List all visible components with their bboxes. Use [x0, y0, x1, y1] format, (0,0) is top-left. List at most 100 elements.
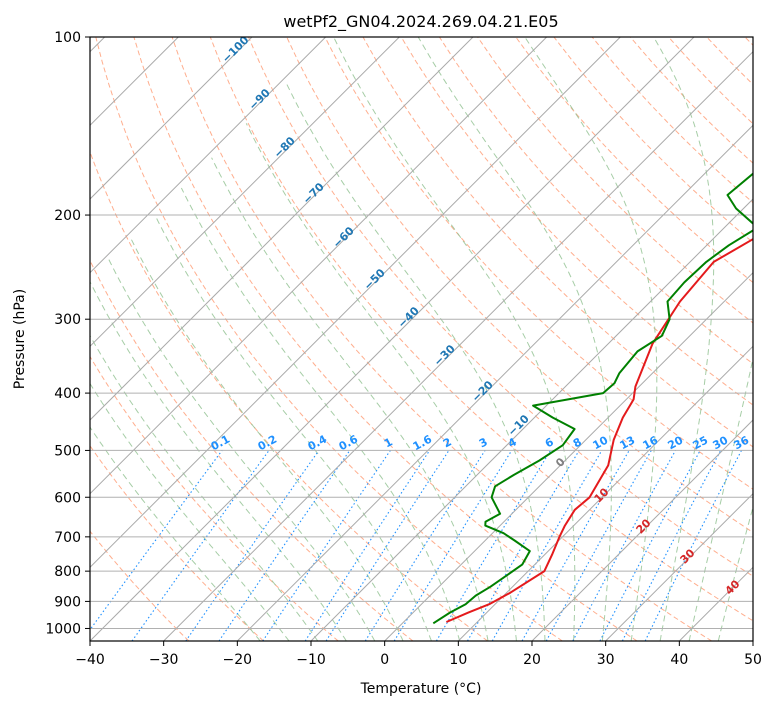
isotherm-label: −20 [469, 378, 496, 405]
mixing-ratio-label: 36 [732, 433, 752, 452]
mixing-ratio-line [521, 450, 630, 641]
dry-adiabat [133, 37, 638, 641]
background-lines [90, 37, 753, 641]
mixing-ratio-label: 13 [618, 434, 638, 453]
moist-adiabat [717, 505, 753, 641]
isotherm-line [90, 37, 695, 641]
isotherm-line [752, 640, 753, 641]
mixing-ratio-label: 3 [477, 435, 490, 450]
moist-adiabat-label: 20 [634, 516, 654, 536]
mixing-ratio-label: 10 [591, 433, 611, 452]
x-tick-label: 40 [670, 652, 688, 668]
dry-adiabat [90, 355, 339, 641]
isotherm-line [457, 345, 753, 641]
dry-adiabat [324, 37, 753, 490]
moist-adiabat [286, 83, 546, 641]
mixing-ratio-label: 25 [691, 434, 711, 453]
moist-adiabat [688, 355, 753, 641]
mixing-ratio-line [572, 450, 676, 641]
moist-adiabat [90, 334, 319, 641]
moist-adiabat [90, 426, 261, 641]
mixing-ratio-line [621, 450, 722, 641]
y-tick-label: 900 [54, 594, 81, 610]
dry-adiabat [286, 37, 753, 534]
y-tick-label: 300 [54, 312, 81, 328]
dry-adiabat [438, 37, 753, 365]
y-tick-label: 400 [54, 386, 81, 402]
y-tick-label: 1000 [45, 621, 81, 637]
isotherm-label: −70 [300, 180, 327, 207]
isotherm-line [90, 37, 621, 569]
isotherm-label: −100 [220, 33, 252, 65]
moist-adiabat-label: 30 [678, 546, 698, 566]
mixing-ratio-label: 1 [382, 435, 395, 450]
isotherm-line [384, 271, 753, 641]
mixing-ratio-line [185, 450, 320, 641]
isotherm-line [310, 198, 753, 641]
isotherm-label: −10 [505, 412, 532, 439]
dry-adiabat [515, 37, 753, 284]
x-tick-label: 0 [380, 652, 389, 668]
isotherm-line [90, 37, 474, 421]
isotherm-line [236, 124, 753, 641]
isotherm-line [90, 37, 253, 200]
moist-adiabat [653, 37, 715, 641]
moist-adiabat [90, 382, 290, 641]
isotherm-label: −40 [395, 304, 422, 331]
x-axis-label: Temperature (°C) [360, 681, 482, 697]
moist-adiabat [106, 256, 376, 641]
isotherm-label: −80 [271, 134, 298, 161]
mixing-ratio-label: 2 [441, 435, 454, 450]
isotherm-line [163, 50, 753, 641]
isotherm-line [90, 37, 548, 495]
x-tick-label: 10 [449, 652, 467, 668]
mixing-ratio-label: 16 [641, 433, 661, 452]
x-tick-label: −20 [223, 652, 253, 668]
isotherm-line [90, 37, 400, 348]
moist-adiabat [180, 187, 461, 641]
mixing-ratio-line [599, 450, 701, 641]
dry-adiabat [209, 37, 753, 622]
y-tick-label: 200 [54, 208, 81, 224]
moist-adiabat [524, 37, 658, 641]
isotherm-label: −60 [330, 224, 357, 251]
dry-adiabat [171, 37, 712, 641]
mixing-ratio-line [90, 450, 223, 631]
x-axis: −40 −30 −20 −10 0 10 20 30 40 50 [75, 641, 762, 668]
x-tick-label: 20 [523, 652, 541, 668]
mixing-ratio-line [262, 450, 391, 641]
mixing-ratio-label: 30 [711, 433, 731, 452]
mixing-ratio-line [325, 450, 450, 641]
mixing-ratio-label: 4 [506, 435, 519, 450]
dry-adiabat [362, 37, 753, 448]
y-tick-label: 100 [54, 30, 81, 46]
y-tick-label: 600 [54, 490, 81, 506]
isotherm-label: −50 [361, 266, 388, 293]
mixing-ratio-line [644, 450, 742, 641]
plot-frame [89, 36, 754, 642]
dry-adiabat [90, 530, 190, 641]
dry-adiabat [90, 150, 488, 641]
dry-adiabat [90, 444, 264, 641]
sounding-series [432, 172, 753, 625]
dry-adiabat [90, 259, 414, 641]
isotherm-label: −90 [246, 86, 273, 113]
dry-adiabat [744, 37, 753, 46]
isotherm-line [90, 37, 327, 274]
mixing-ratio-line [393, 450, 513, 641]
dry-adiabat [248, 37, 753, 577]
temperature-profile [446, 238, 753, 623]
dewpoint-profile [432, 172, 753, 625]
isotherm-line [678, 566, 753, 641]
y-axis-label: Pressure (hPa) [12, 289, 28, 389]
mixing-ratio-label: 20 [666, 433, 686, 452]
dry-adiabat [95, 37, 563, 641]
chart-title: wetPf2_GN04.2024.269.04.21.E05 [283, 12, 558, 32]
isotherm-label: −30 [431, 342, 458, 369]
y-tick-label: 700 [54, 530, 81, 546]
isotherm-line [531, 419, 753, 641]
moist-adiabat [130, 239, 404, 641]
moist-adiabat [154, 214, 432, 641]
x-tick-label: −30 [149, 652, 179, 668]
